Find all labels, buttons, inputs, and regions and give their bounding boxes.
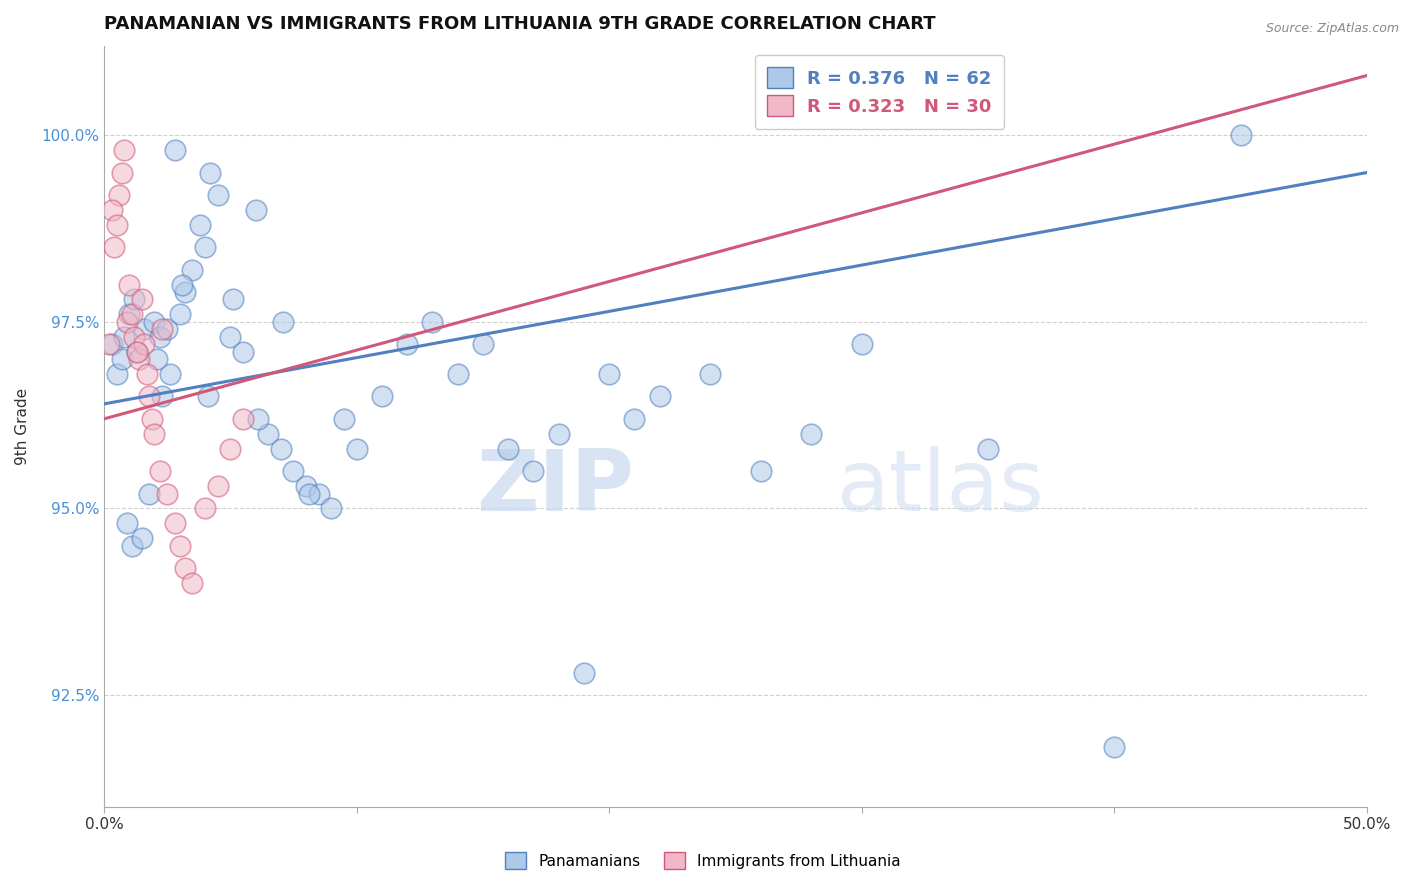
Point bbox=[124, 293, 146, 307]
Point bbox=[219, 442, 242, 456]
Point bbox=[150, 389, 173, 403]
Point bbox=[112, 143, 135, 157]
Point bbox=[108, 188, 131, 202]
Point bbox=[232, 344, 254, 359]
Point bbox=[333, 412, 356, 426]
Point bbox=[121, 307, 143, 321]
Point bbox=[800, 426, 823, 441]
Point bbox=[1102, 740, 1125, 755]
Point bbox=[143, 426, 166, 441]
Point bbox=[446, 367, 468, 381]
Point bbox=[648, 389, 671, 403]
Point bbox=[150, 322, 173, 336]
Legend: R = 0.376   N = 62, R = 0.323   N = 30: R = 0.376 N = 62, R = 0.323 N = 30 bbox=[755, 54, 1004, 129]
Point bbox=[623, 412, 645, 426]
Point bbox=[297, 486, 319, 500]
Point bbox=[163, 143, 186, 157]
Point bbox=[172, 277, 194, 292]
Text: atlas: atlas bbox=[837, 446, 1045, 529]
Text: ZIP: ZIP bbox=[477, 446, 634, 529]
Point bbox=[308, 486, 330, 500]
Point bbox=[105, 218, 128, 232]
Point bbox=[188, 218, 211, 232]
Point bbox=[232, 412, 254, 426]
Point bbox=[100, 202, 122, 217]
Point bbox=[270, 442, 292, 456]
Point bbox=[194, 240, 217, 254]
Point bbox=[138, 389, 160, 403]
Point bbox=[115, 315, 138, 329]
Point bbox=[156, 322, 179, 336]
Point bbox=[222, 293, 245, 307]
Point bbox=[135, 367, 157, 381]
Point bbox=[125, 344, 148, 359]
Point bbox=[173, 561, 195, 575]
Point bbox=[112, 330, 135, 344]
Point bbox=[257, 426, 280, 441]
Point bbox=[141, 412, 163, 426]
Point bbox=[283, 464, 305, 478]
Point bbox=[173, 285, 195, 299]
Point bbox=[346, 442, 368, 456]
Point bbox=[321, 501, 343, 516]
Text: Source: ZipAtlas.com: Source: ZipAtlas.com bbox=[1265, 22, 1399, 36]
Point bbox=[496, 442, 519, 456]
Point bbox=[295, 479, 318, 493]
Point bbox=[699, 367, 721, 381]
Point bbox=[598, 367, 620, 381]
Point bbox=[522, 464, 544, 478]
Point bbox=[128, 352, 150, 367]
Point bbox=[124, 330, 146, 344]
Point bbox=[247, 412, 270, 426]
Y-axis label: 9th Grade: 9th Grade bbox=[15, 388, 30, 465]
Point bbox=[146, 352, 169, 367]
Point bbox=[105, 367, 128, 381]
Legend: Panamanians, Immigrants from Lithuania: Panamanians, Immigrants from Lithuania bbox=[499, 846, 907, 875]
Point bbox=[163, 516, 186, 531]
Point bbox=[371, 389, 394, 403]
Point bbox=[169, 307, 191, 321]
Point bbox=[148, 330, 170, 344]
Point bbox=[420, 315, 443, 329]
Point bbox=[111, 352, 134, 367]
Point bbox=[131, 293, 153, 307]
Point bbox=[572, 665, 595, 680]
Point bbox=[134, 322, 156, 336]
Point bbox=[103, 240, 125, 254]
Point bbox=[194, 501, 217, 516]
Point bbox=[851, 337, 873, 351]
Point bbox=[207, 479, 229, 493]
Point bbox=[159, 367, 181, 381]
Point bbox=[100, 337, 122, 351]
Point bbox=[198, 165, 221, 179]
Point bbox=[138, 486, 160, 500]
Point bbox=[134, 337, 156, 351]
Point bbox=[125, 344, 148, 359]
Point bbox=[207, 188, 229, 202]
Point bbox=[245, 202, 267, 217]
Point bbox=[977, 442, 1000, 456]
Point bbox=[143, 315, 166, 329]
Point bbox=[111, 165, 134, 179]
Point bbox=[219, 330, 242, 344]
Point bbox=[156, 486, 179, 500]
Point bbox=[118, 307, 141, 321]
Point bbox=[197, 389, 219, 403]
Point bbox=[118, 277, 141, 292]
Point bbox=[271, 315, 294, 329]
Point bbox=[749, 464, 772, 478]
Point bbox=[115, 516, 138, 531]
Point bbox=[121, 539, 143, 553]
Point bbox=[98, 337, 121, 351]
Point bbox=[169, 539, 191, 553]
Point bbox=[131, 531, 153, 545]
Point bbox=[547, 426, 569, 441]
Point bbox=[181, 576, 204, 591]
Point bbox=[1229, 128, 1251, 143]
Point bbox=[396, 337, 419, 351]
Point bbox=[181, 262, 204, 277]
Point bbox=[148, 464, 170, 478]
Text: PANAMANIAN VS IMMIGRANTS FROM LITHUANIA 9TH GRADE CORRELATION CHART: PANAMANIAN VS IMMIGRANTS FROM LITHUANIA … bbox=[104, 15, 935, 33]
Point bbox=[471, 337, 494, 351]
